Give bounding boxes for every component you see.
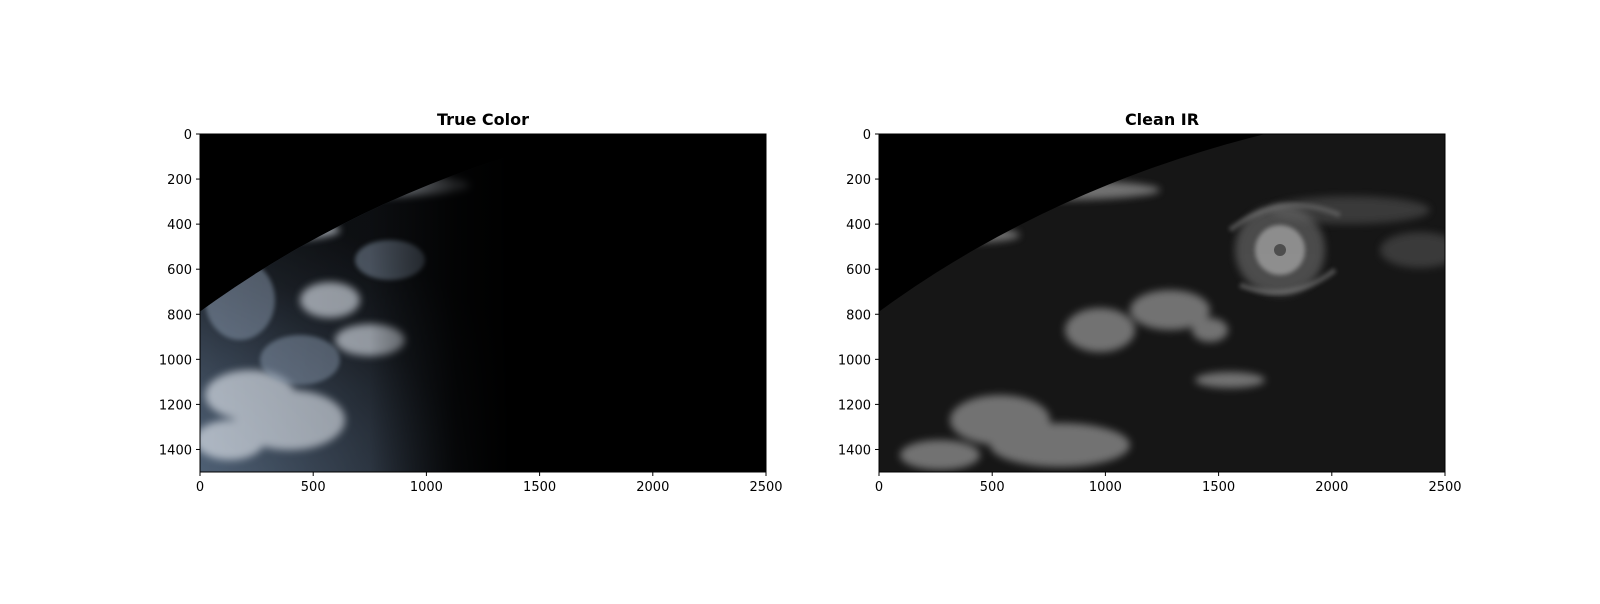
panel-title-clean-ir: Clean IR bbox=[1124, 110, 1200, 129]
y-tick-label: 1200 bbox=[159, 398, 192, 413]
x-tick-label: 500 bbox=[301, 480, 326, 495]
x-tick-label: 1500 bbox=[523, 480, 556, 495]
y-tick-label: 200 bbox=[846, 173, 871, 188]
y-tick-label: 600 bbox=[846, 263, 871, 278]
x-tick-label: 500 bbox=[980, 480, 1005, 495]
y-tick-label: 1400 bbox=[159, 443, 192, 458]
x-tick-label: 1500 bbox=[1202, 480, 1235, 495]
x-tick-label: 1000 bbox=[410, 480, 443, 495]
y-tick-label: 400 bbox=[167, 218, 192, 233]
panel-title-true-color: True Color bbox=[437, 110, 529, 129]
y-tick-label: 0 bbox=[184, 128, 192, 143]
x-tick-label: 1000 bbox=[1089, 480, 1122, 495]
true-color-y-axis: 0 200 400 600 800 1000 1200 1400 bbox=[159, 128, 200, 458]
y-tick-label: 1000 bbox=[838, 353, 871, 368]
x-tick-label: 0 bbox=[875, 480, 883, 495]
x-tick-label: 2500 bbox=[749, 480, 782, 495]
y-tick-label: 800 bbox=[846, 308, 871, 323]
y-tick-label: 400 bbox=[846, 218, 871, 233]
clean-ir-x-axis: 0 500 1000 1500 2000 2500 bbox=[875, 472, 1462, 495]
y-tick-label: 0 bbox=[863, 128, 871, 143]
clean-ir-axes-frame bbox=[878, 133, 1446, 473]
true-color-axes-frame bbox=[199, 133, 767, 473]
y-tick-label: 1200 bbox=[838, 398, 871, 413]
y-tick-label: 1000 bbox=[159, 353, 192, 368]
y-tick-label: 1400 bbox=[838, 443, 871, 458]
y-tick-label: 800 bbox=[167, 308, 192, 323]
x-tick-label: 2000 bbox=[1315, 480, 1348, 495]
true-color-x-axis: 0 500 1000 1500 2000 2500 bbox=[196, 472, 783, 495]
clean-ir-y-axis: 0 200 400 600 800 1000 1200 1400 bbox=[838, 128, 879, 458]
clean-ir-image bbox=[879, 134, 1445, 472]
true-color-image bbox=[200, 134, 766, 472]
x-tick-label: 2500 bbox=[1428, 480, 1461, 495]
x-tick-label: 0 bbox=[196, 480, 204, 495]
x-tick-label: 2000 bbox=[636, 480, 669, 495]
y-tick-label: 200 bbox=[167, 173, 192, 188]
y-tick-label: 600 bbox=[167, 263, 192, 278]
